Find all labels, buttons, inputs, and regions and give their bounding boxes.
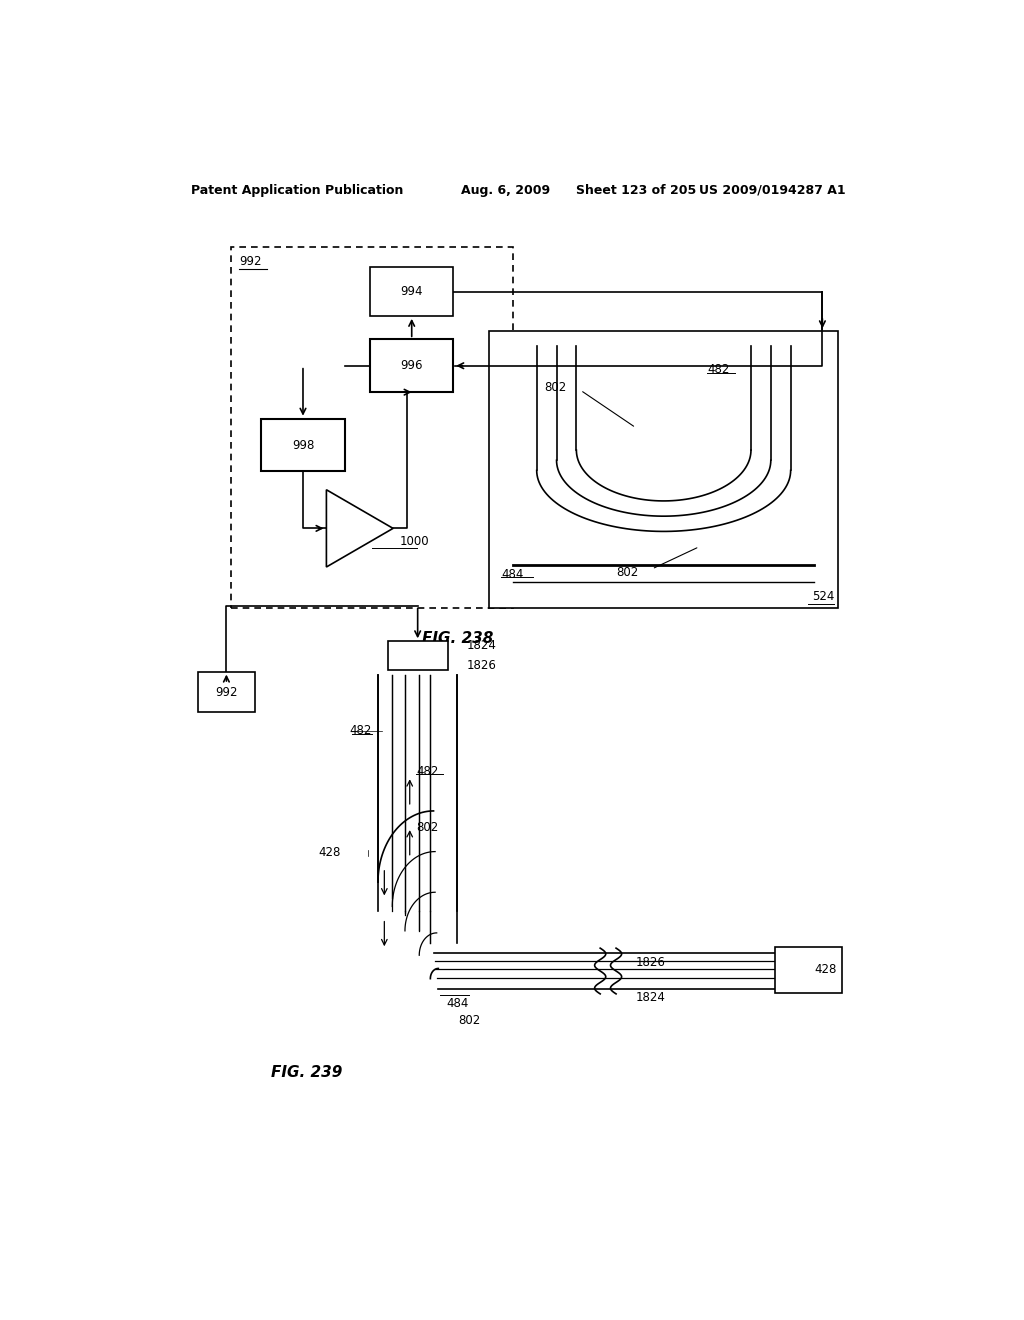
Text: 428: 428 xyxy=(814,964,837,977)
Text: FIG. 238: FIG. 238 xyxy=(422,631,493,645)
Text: 482: 482 xyxy=(416,764,438,777)
Text: 992: 992 xyxy=(215,685,238,698)
Text: 524: 524 xyxy=(812,590,835,602)
Text: Patent Application Publication: Patent Application Publication xyxy=(191,183,403,197)
Text: 484: 484 xyxy=(446,997,469,1010)
Polygon shape xyxy=(327,490,393,568)
Text: 1824: 1824 xyxy=(467,639,497,652)
Text: Sheet 123 of 205: Sheet 123 of 205 xyxy=(577,183,696,197)
Bar xyxy=(370,267,454,315)
Bar xyxy=(261,418,345,471)
Text: 482: 482 xyxy=(708,363,730,376)
Text: 484: 484 xyxy=(501,568,523,581)
Text: FIG. 239: FIG. 239 xyxy=(271,1065,342,1080)
Text: 1826: 1826 xyxy=(467,659,497,672)
Text: 994: 994 xyxy=(400,285,423,298)
Text: 482: 482 xyxy=(349,725,372,737)
Bar xyxy=(370,339,454,392)
Text: 802: 802 xyxy=(616,565,638,578)
Bar xyxy=(231,247,513,607)
Text: US 2009/0194287 A1: US 2009/0194287 A1 xyxy=(699,183,846,197)
Text: Aug. 6, 2009: Aug. 6, 2009 xyxy=(461,183,551,197)
Bar xyxy=(198,672,255,713)
Text: 802: 802 xyxy=(545,380,567,393)
Text: 428: 428 xyxy=(318,846,341,859)
Text: 802: 802 xyxy=(458,1014,480,1027)
Bar xyxy=(489,331,839,607)
Text: 992: 992 xyxy=(240,255,261,268)
Bar xyxy=(387,642,447,669)
Text: 1826: 1826 xyxy=(636,956,666,969)
Text: 996: 996 xyxy=(400,359,423,372)
Text: 998: 998 xyxy=(292,438,314,451)
Text: 802: 802 xyxy=(416,821,438,834)
Text: 1824: 1824 xyxy=(636,991,666,1003)
Bar xyxy=(775,948,842,993)
Text: 1000: 1000 xyxy=(399,535,429,548)
